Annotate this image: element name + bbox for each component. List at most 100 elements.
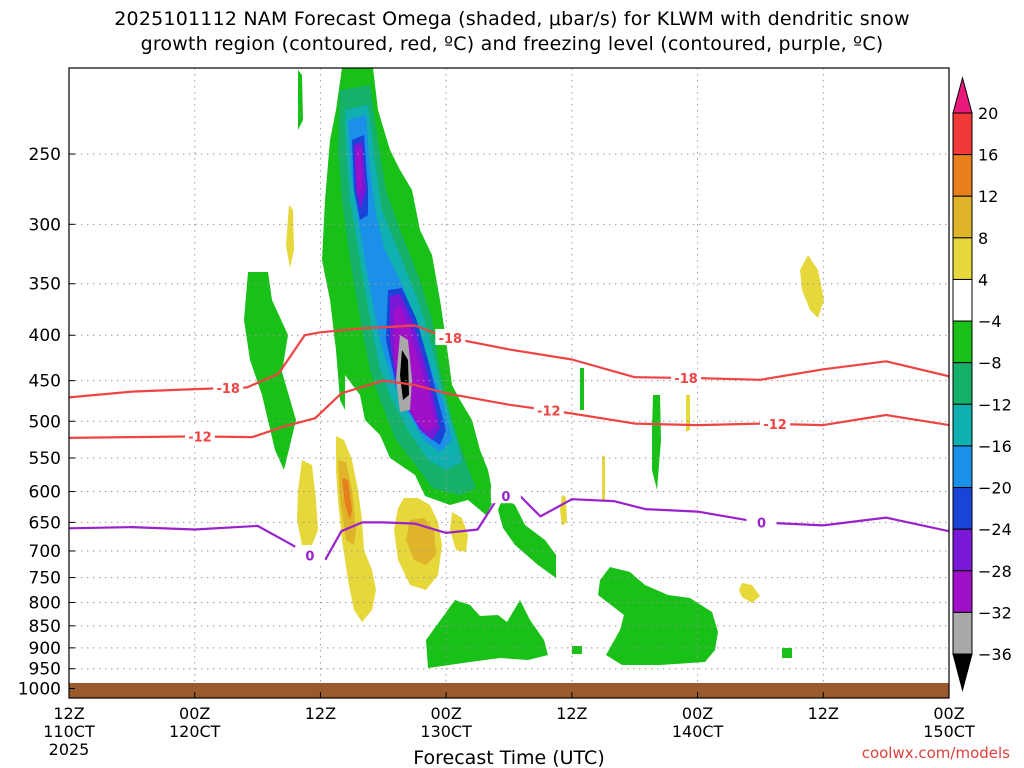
contours: -18 -18 -18 -12 -12 -12 0 0 0 (69, 324, 949, 564)
contour-line-snow-growth-minus18 (69, 324, 949, 399)
plot-frame (68, 67, 950, 699)
omega-region-yellow-6 (560, 455, 605, 526)
colorbar-segment (952, 362, 973, 405)
colorbar-segment (952, 320, 973, 364)
y-tick-label: 800 (29, 593, 61, 613)
ground-strip (69, 683, 949, 698)
omega-region-orange-2 (342, 478, 352, 520)
contour-label: 0 (501, 490, 510, 505)
y-tick-label: 300 (29, 215, 61, 235)
omega-region-green-5 (426, 600, 548, 668)
x-tick-label: 00Z (179, 704, 210, 723)
x-tick-label: 12Z (53, 704, 84, 723)
x-tick-label: 00Z (933, 704, 964, 723)
colorbar-bottom-triangle (952, 653, 973, 692)
y-tick-label: 850 (29, 617, 61, 637)
y-tick-label: 700 (29, 542, 61, 562)
contour-label: 0 (757, 516, 766, 531)
y-tick-label: 750 (29, 569, 61, 589)
y-tick-label: 350 (29, 275, 61, 295)
x-tick-label: 12Z (305, 704, 336, 723)
omega-region-green-2 (298, 70, 303, 130)
y-tick-label: 1000 (18, 679, 61, 699)
colorbar-label: −36 (978, 645, 1012, 664)
omega-region-green-1 (244, 272, 296, 470)
grid (69, 68, 949, 698)
contour-label-bg (671, 368, 702, 385)
omega-region-green-7 (580, 368, 584, 410)
colorbar-segment (952, 528, 973, 572)
y-tick-label: 500 (29, 412, 61, 432)
omega-region-yellow-8 (686, 395, 760, 603)
contour-label: -18 (216, 382, 240, 397)
colorbar-segment (952, 154, 973, 197)
colorbar-segment (952, 237, 973, 280)
y-tick-label: 400 (29, 326, 61, 346)
y-tick-label: 900 (29, 639, 61, 659)
colorbar-segment (952, 445, 973, 489)
colorbar-label: 20 (978, 104, 998, 123)
colorbar: 20 16 12 8 4 −4 −8 −12 −16 −20 −24 −28 −32 −36 (952, 76, 1012, 692)
x-tick-label: 2025 (49, 740, 90, 759)
contour-label: 0 (305, 549, 314, 564)
x-tick-label: 12Z (556, 704, 587, 723)
y-tick-label: 950 (29, 660, 61, 680)
x-tick-label: 00Z (430, 704, 461, 723)
chart-title-line-1: 2025101112 NAM Forecast Omega (shaded, μ… (114, 8, 910, 30)
colorbar-segment (952, 195, 973, 239)
contour-label-bg (533, 401, 564, 418)
colorbar-segment (952, 487, 973, 530)
omega-region-orange-3 (406, 518, 436, 565)
colorbar-label: −28 (978, 562, 1012, 581)
colorbar-label: 4 (978, 270, 988, 289)
y-tick-label: 600 (29, 483, 61, 503)
y-tick-label: 650 (29, 513, 61, 533)
contour-label: -18 (439, 332, 463, 347)
x-tick-label: 00Z (682, 704, 713, 723)
omega-shading (244, 68, 824, 668)
colorbar-segment (952, 611, 973, 655)
y-tick-label: 450 (29, 372, 61, 392)
contour-label-bg (294, 546, 325, 563)
colorbar-segment (952, 278, 973, 322)
omega-region-magenta (356, 148, 436, 432)
x-tick-label: 120CT (169, 722, 221, 741)
contour-label-bg (435, 328, 466, 345)
colorbar-label: 16 (978, 146, 998, 165)
x-tick-label: 12Z (808, 704, 839, 723)
contour-label-bg (746, 513, 777, 530)
contour-label: -12 (188, 430, 212, 445)
contour-line-freezing (69, 494, 949, 561)
colorbar-segment (952, 112, 973, 156)
x-tick-label: 140CT (672, 722, 724, 741)
contour-label-bg (184, 427, 215, 444)
contour-label: -12 (537, 404, 561, 419)
omega-region-yellow-2 (297, 460, 318, 545)
omega-region-green-6 (598, 567, 718, 665)
colorbar-label: 8 (978, 229, 988, 248)
contour-label: -12 (763, 418, 787, 433)
omega-region-yellow-7 (800, 255, 824, 318)
colorbar-label: −24 (978, 520, 1012, 539)
contour-label-bg (760, 414, 791, 431)
colorbar-label: −20 (978, 479, 1012, 498)
contour-label: -18 (674, 372, 698, 387)
y-tick-label: 550 (29, 449, 61, 469)
colorbar-segment (952, 570, 973, 613)
colorbar-label: −32 (978, 603, 1012, 622)
site-credit: coolwx.com/models (861, 744, 1010, 762)
x-tick-label: 110CT (43, 722, 95, 741)
omega-region-green-8 (652, 395, 661, 490)
colorbar-label: −8 (978, 354, 1002, 373)
colorbar-segment (952, 403, 973, 447)
x-tick-label: 150CT (923, 722, 975, 741)
omega-region-black (400, 350, 409, 400)
colorbar-top-triangle (952, 76, 973, 114)
colorbar-label: 12 (978, 187, 998, 206)
chart-title-line-2: growth region (contoured, red, ºC) and f… (140, 33, 884, 55)
colorbar-label: −4 (978, 312, 1002, 331)
contour-label-bg (490, 487, 521, 504)
colorbar-label: −16 (978, 437, 1012, 456)
